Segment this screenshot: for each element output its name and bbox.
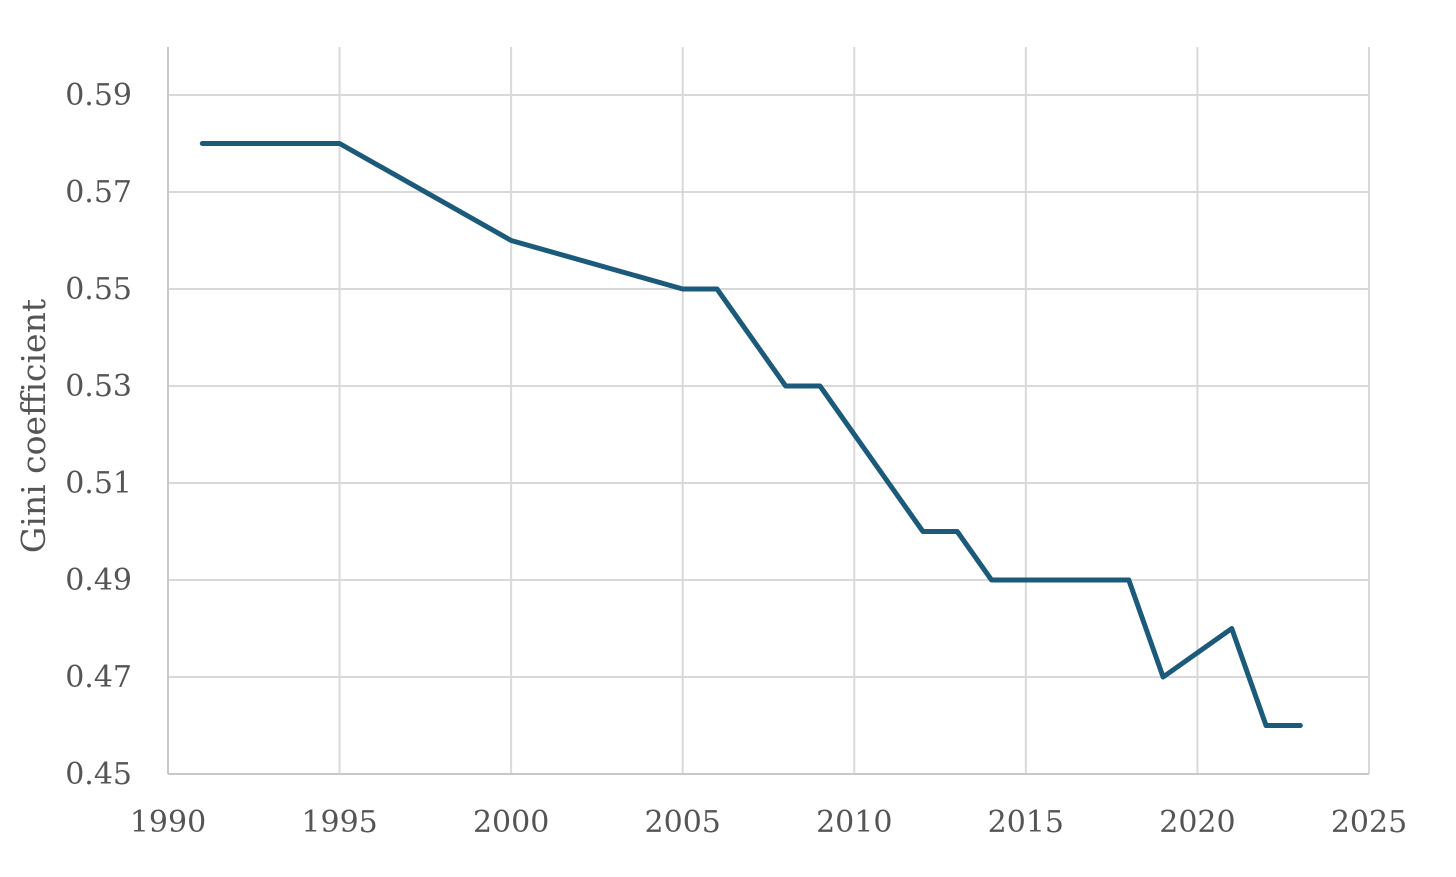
data-point (201, 143, 203, 144)
x-tick-label: 1990 (130, 805, 206, 840)
data-point (339, 143, 341, 144)
data-point (682, 288, 684, 290)
x-tick-label: 2005 (645, 805, 721, 840)
data-point (1128, 579, 1130, 581)
data-point (1265, 725, 1267, 726)
y-tick-label: 0.55 (65, 272, 132, 307)
y-tick-label: 0.57 (65, 175, 132, 210)
x-tick-label: 2025 (1331, 805, 1407, 840)
x-tick-label: 2020 (1159, 805, 1235, 840)
y-tick-label: 0.53 (65, 369, 132, 404)
data-point (1231, 628, 1233, 629)
y-tick-label: 0.49 (65, 563, 132, 598)
y-tick-label: 0.59 (65, 78, 132, 113)
y-tick-label: 0.45 (65, 757, 132, 792)
x-tick-label: 2010 (816, 805, 892, 840)
data-point (819, 385, 821, 387)
grid (167, 47, 1370, 774)
series-line (199, 141, 1303, 728)
series-layer (199, 141, 1303, 728)
x-tick-label: 2000 (473, 805, 549, 840)
data-point (716, 288, 718, 290)
y-axis-title: Gini coefficient (14, 299, 53, 553)
data-point (510, 240, 512, 241)
x-tick-label: 1995 (301, 805, 377, 840)
data-point (1299, 725, 1301, 726)
data-point (785, 385, 787, 387)
data-point (922, 531, 924, 532)
data-point (991, 579, 993, 581)
tick-labels: 1990 1995 2000 2005 2010 2015 2020 2025 0.45 0.47… (65, 78, 1407, 840)
y-tick-label: 0.51 (65, 466, 132, 501)
x-tick-label: 2015 (988, 805, 1064, 840)
data-point (1162, 676, 1164, 678)
axes (167, 47, 1369, 775)
y-tick-label: 0.47 (65, 660, 132, 695)
data-point (956, 531, 958, 532)
